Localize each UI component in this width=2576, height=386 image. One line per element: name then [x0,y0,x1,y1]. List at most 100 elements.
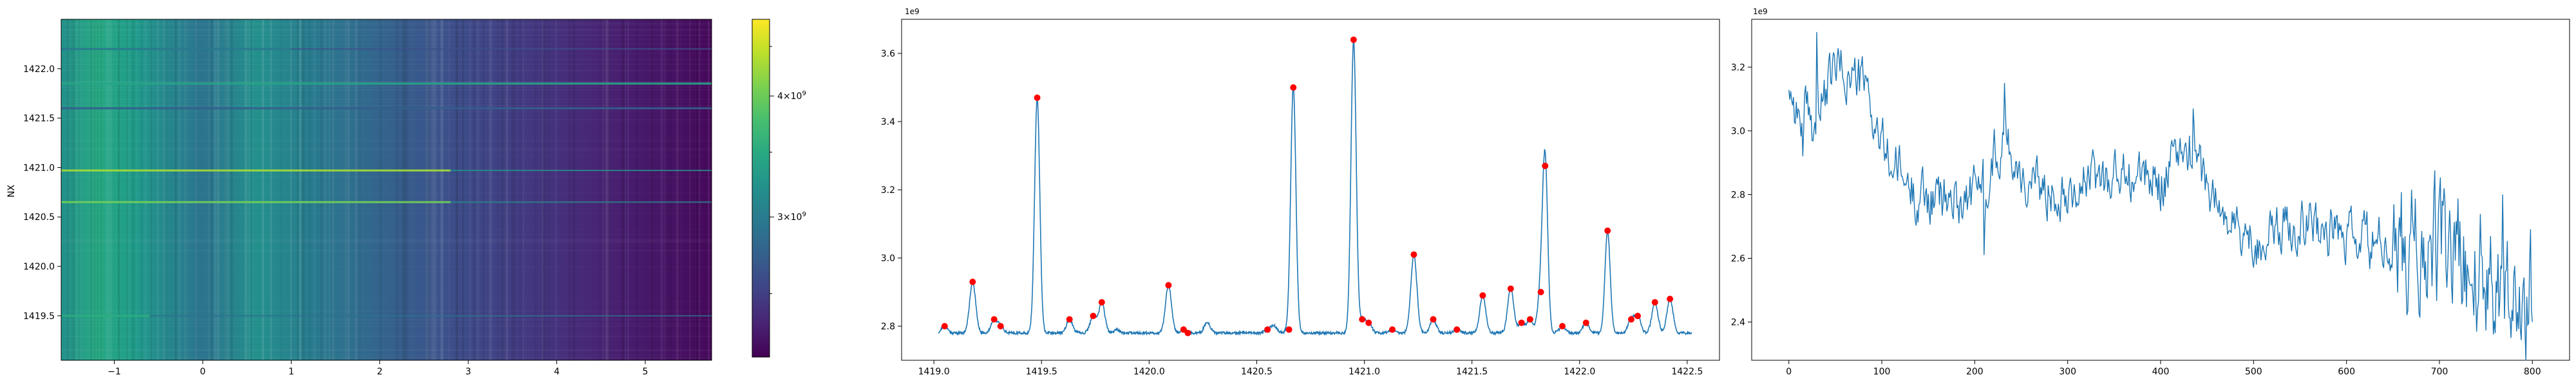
heatmap-row-stripe [61,140,712,142]
heatmap-column-stripe [448,19,450,360]
heatmap-column-stripe [605,19,609,360]
heatmap-column-stripe [473,19,476,360]
heatmap-column-stripe [699,19,701,360]
heatmap-column-stripe [162,19,166,360]
heatmap-column-stripe [299,19,301,360]
heatmap-column-stripe [625,19,626,360]
heatmap-column-stripe [297,19,299,360]
heatmap-column-stripe [332,19,334,360]
heatmap-column-stripe [708,19,710,360]
heatmap-row-stripe [61,334,712,335]
heatmap-column-stripe [603,19,605,360]
heatmap-column-stripe [332,19,334,360]
heatmap-column-stripe [651,19,654,360]
heatmap-column-stripe [109,19,112,360]
series-line [1788,32,2533,361]
peak-marker [1410,251,1417,258]
heatmap-column-stripe [599,19,601,360]
peak-marker [1184,329,1191,336]
peak-marker [1537,289,1544,295]
heatmap-y-tick-label: 1421.0 [23,163,55,173]
peaks-series [938,38,1692,336]
peak-marker [1518,319,1525,326]
peak-marker [1290,84,1297,91]
heatmap-column-stripe [489,19,493,360]
heatmap-column-stripe [395,19,399,360]
heatmap-column-stripe [225,19,227,360]
peak-marker [1389,326,1396,333]
peak-marker [1034,94,1041,101]
heatmap-column-stripe [505,19,508,360]
heatmap-x-tick-label: 3 [466,367,471,377]
peak-marker [1507,285,1514,292]
series-y-tick-label: 3.2 [1731,62,1745,73]
heatmap-column-stripe [270,19,272,360]
heatmap-x-ticks: −1 0 1 2 3 4 5 [108,360,648,377]
series-x-tick-label: 500 [2245,367,2262,377]
heatmap-column-stripe [345,19,348,360]
heatmap-background [61,19,712,360]
heatmap-highlight-row [61,201,451,203]
heatmap-row-stripe [61,105,712,106]
heatmap-column-stripe [477,19,479,360]
peak-marker [997,323,1004,329]
heatmap-column-stripe [541,19,544,360]
heatmap-x-tick-label: −1 [108,367,121,377]
heatmap-column-stripe [208,19,211,360]
colorbar-ticks: 3×109 4×109 [770,46,806,294]
heatmap-column-stripe [627,19,629,360]
heatmap-column-stripe [347,19,349,360]
heatmap-row-stripe [61,81,712,82]
heatmap-y-tick-label: 1419.5 [23,311,55,322]
heatmap-column-stripe [178,19,181,360]
heatmap-row-stripe [61,155,712,156]
heatmap-column-stripe [426,19,430,360]
peaks-line [938,38,1692,336]
series-y-tick-label: 2.8 [1731,190,1745,200]
heatmap-column-stripe [689,19,691,360]
heatmap-row-stripe [61,177,712,178]
heatmap-column-stripe [379,19,382,360]
peaks-x-tick-label: 1420.0 [1133,367,1165,377]
heatmap-column-stripe [320,19,323,360]
heatmap-highlight-row-tail [149,315,712,317]
peak-marker [1165,282,1172,289]
heatmap-column-stripe [695,19,698,360]
heatmap-x-tick-label: 0 [200,367,205,377]
heatmap-column-stripe [572,19,576,360]
heatmap-column-stripe [290,19,292,360]
heatmap-column-stripe [462,19,464,360]
peak-marker [1542,162,1549,169]
heatmap-x-tick-label: 2 [377,367,383,377]
heatmap-row-stripe [61,234,712,235]
heatmap-column-stripe [635,19,638,360]
peaks-x-tick-label: 1419.5 [1026,367,1057,377]
series-panel: 1e9 0 100 200 300 400 500 600 700 800 2.4 2.6 2.8 3… [1731,7,2570,377]
heatmap-column-stripe [150,19,152,360]
peaks-x-tick-label: 1422.5 [1671,367,1703,377]
series-x-tick-label: 600 [2338,367,2355,377]
peaks-offset-label: 1e9 [905,7,920,16]
peaks-x-tick-label: 1421.0 [1349,367,1380,377]
heatmap-column-stripe [262,19,264,360]
peak-marker [1430,316,1437,323]
heatmap-column-stripe [196,19,198,360]
heatmap-column-stripe [621,19,625,360]
heatmap-x-tick-label: 5 [642,367,648,377]
heatmap-row-stripe [61,64,712,65]
peak-marker [1285,326,1293,333]
series-x-tick-label: 0 [1786,367,1792,377]
heatmap-column-stripe [244,19,248,360]
series-x-tick-label: 300 [2059,367,2076,377]
heatmap-highlight-row [61,107,712,109]
heatmap-frame [61,19,712,361]
heatmap-x-tick-label: 1 [289,367,294,377]
series-y-tick-label: 3.0 [1731,126,1745,136]
heatmap-column-stripe [126,19,128,360]
peak-marker [1365,319,1372,326]
heatmap-column-stripe [290,19,292,360]
heatmap-row-stripe [61,139,712,140]
heatmap-column-stripe [261,19,265,360]
heatmap-column-stripe [97,19,99,360]
heatmap-column-stripe [76,19,78,360]
